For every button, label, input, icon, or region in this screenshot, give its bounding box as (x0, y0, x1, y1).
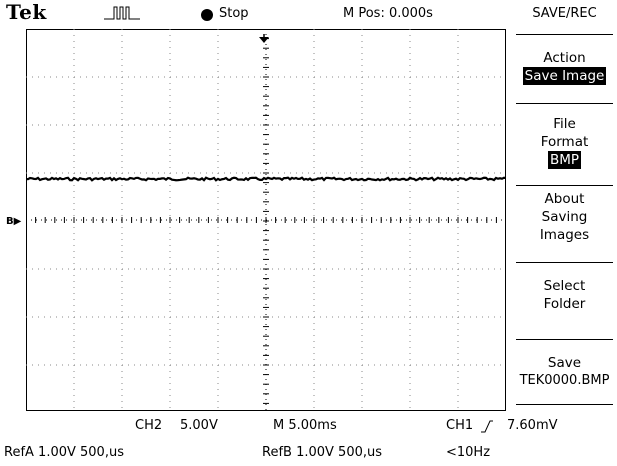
about-label-1: About (544, 191, 585, 207)
about-saving-images-softkey[interactable]: About Saving Images (516, 190, 613, 244)
select-folder-softkey[interactable]: Select Folder (516, 277, 613, 313)
about-label-3: Images (539, 227, 590, 243)
refa-readout: RefA 1.00V 500,us (4, 445, 124, 460)
select-folder-label-1: Select (543, 278, 586, 294)
file-format-value: BMP (547, 151, 582, 169)
frequency-readout: <10Hz (446, 445, 491, 460)
brand-logo: Tek (6, 0, 47, 24)
menu-divider (516, 339, 613, 340)
file-format-label-2: Format (540, 134, 589, 150)
file-format-label-1: File (553, 116, 576, 132)
run-stop-icon (201, 9, 213, 21)
ref-b-marker: B▶ (6, 216, 22, 227)
select-folder-label-2: Folder (543, 296, 586, 312)
run-status: Stop (219, 6, 249, 21)
horizontal-position-readout: M Pos: 0.000s (343, 6, 433, 21)
action-label: Action (543, 50, 586, 66)
acquisition-waveform-icon (104, 6, 140, 20)
ch-waveform-trace (26, 176, 506, 182)
ch2-label: CH2 (135, 418, 163, 433)
menu-title: SAVE/REC (532, 6, 597, 21)
timebase-readout: M 5.00ms (273, 418, 337, 433)
action-value: Save Image (522, 67, 607, 85)
action-softkey[interactable]: Action Save Image (516, 49, 613, 85)
file-format-softkey[interactable]: File Format BMP (516, 115, 613, 169)
menu-divider (516, 34, 613, 35)
ch2-scale: 5.00V (180, 418, 218, 433)
trigger-source: CH1 (446, 418, 474, 433)
menu-divider (516, 404, 613, 405)
trigger-level: 7.60mV (507, 418, 558, 433)
refb-readout: RefB 1.00V 500,us (262, 445, 383, 460)
rising-edge-icon (481, 420, 493, 433)
graticule-ticks (26, 29, 497, 404)
menu-divider (516, 262, 613, 263)
save-softkey[interactable]: Save TEK0000.BMP (516, 354, 613, 390)
save-filename: TEK0000.BMP (519, 373, 610, 388)
softkey-menu: Action Save Image File Format BMP About … (512, 0, 617, 408)
waveform-display (26, 29, 506, 411)
save-label: Save (547, 355, 582, 371)
menu-divider (516, 103, 613, 104)
about-label-2: Saving (541, 209, 588, 225)
menu-divider (516, 185, 613, 186)
